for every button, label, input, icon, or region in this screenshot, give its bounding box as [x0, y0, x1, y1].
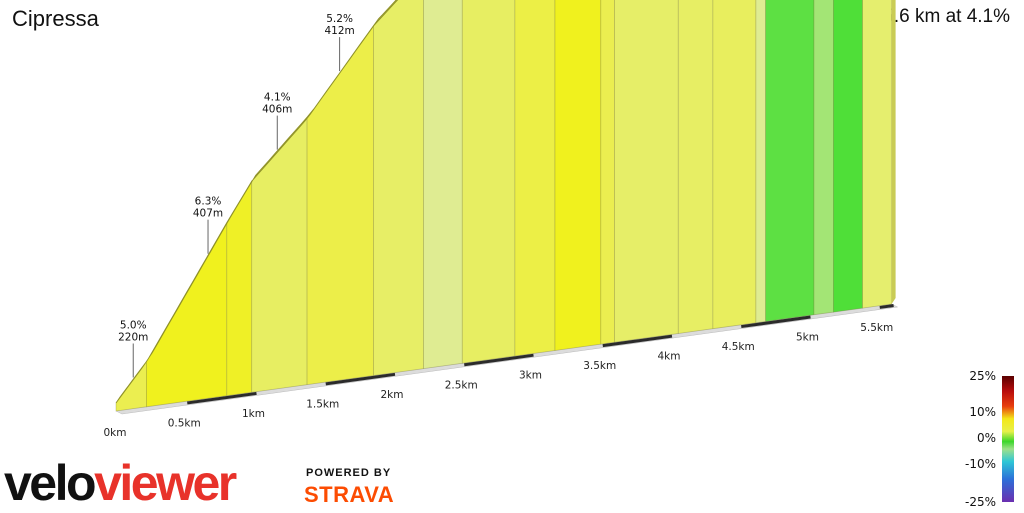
- distance-tick-label: 0.5km: [168, 417, 201, 429]
- climb-title: Cipressa: [12, 6, 99, 31]
- annotation-length: 407m: [193, 208, 223, 220]
- gradient-segment: [226, 179, 253, 397]
- strava-logo: STRAVA: [304, 482, 394, 507]
- ground-km-band: [879, 304, 894, 309]
- distance-tick-label: 4.5km: [722, 341, 755, 353]
- gradient-segment: [423, 0, 463, 370]
- annotation-length: 220m: [118, 331, 148, 343]
- distance-tick-label: 5km: [796, 332, 819, 344]
- ground-strip: [115, 303, 899, 415]
- annotation-length: 406m: [262, 104, 292, 116]
- gradient-segment: [677, 0, 714, 334]
- gradient-segment: [765, 0, 815, 322]
- gradient-segment: [373, 0, 424, 376]
- annotation-grade: 5.2%: [326, 13, 353, 25]
- powered-by-label: POWERED BY: [306, 467, 391, 479]
- gradient-segments: [115, 0, 892, 412]
- legend-tick-label: 25%: [969, 369, 996, 383]
- gradient-legend: 25% 10% 0% -10% -25%: [965, 369, 1014, 509]
- ground-km-band: [464, 353, 534, 367]
- gradient-segment: [146, 221, 228, 408]
- distance-tick-label: 0km: [104, 427, 127, 439]
- distance-tick-label: 1.5km: [306, 398, 339, 410]
- gradient-segment: [514, 0, 556, 357]
- gradient-segment: [614, 0, 679, 343]
- ridge-surface: [115, 0, 399, 404]
- distance-tick-label: 3km: [519, 370, 542, 382]
- distance-tick-label: 1km: [242, 408, 265, 420]
- gradient-segment: [755, 0, 766, 324]
- legend-tick-label: 10%: [969, 405, 996, 419]
- annotation-grade: 4.1%: [264, 92, 291, 104]
- distance-tick-label: 4km: [658, 351, 681, 363]
- distance-tick-label: 3.5km: [583, 360, 616, 372]
- ridge-end-cap: [891, 0, 896, 305]
- gradient-segment: [813, 0, 834, 316]
- ground-km-band: [325, 372, 396, 386]
- ground-km-band: [741, 315, 811, 329]
- legend-color-bar: [1002, 376, 1014, 502]
- gradient-segment: [862, 0, 892, 309]
- profile-ridge: [115, 0, 896, 404]
- segment-annotations: 5.0%220m6.3%407m4.1%406m5.2%412m3.9%295m…: [118, 13, 355, 343]
- legend-tick-label: -10%: [965, 457, 996, 471]
- veloviewer-strava-branding: veloviewer POWERED BY STRAVA: [4, 452, 424, 513]
- distance-tick-label: 5.5km: [860, 322, 893, 334]
- distance-tick-label: 2km: [381, 389, 404, 401]
- annotation-leaders: [132, 37, 341, 378]
- gradient-segment: [600, 0, 615, 345]
- distance-ticks: 0km 0.5km 1km 1.5km 2km 2.5km 3km 3.5km 4km 4.5km…: [104, 322, 894, 439]
- logo-velo-text: velo: [4, 455, 95, 508]
- legend-tick-label: 0%: [977, 431, 996, 445]
- gradient-segment: [115, 360, 147, 412]
- gradient-segment: [833, 0, 863, 313]
- logo-viewer-text: viewer: [94, 455, 237, 508]
- gradient-segment: [251, 117, 308, 393]
- veloviewer-logo: veloviewer: [4, 455, 237, 508]
- ground-km-band: [187, 391, 257, 405]
- climb-summary: 5.6 km at 4.1%: [883, 6, 1010, 27]
- annotation-grade: 5.0%: [120, 319, 147, 331]
- ground-km-band: [602, 334, 673, 348]
- gradient-segment: [461, 0, 516, 364]
- gradient-segment: [306, 24, 375, 386]
- annotation-length: 412m: [324, 25, 354, 37]
- distance-tick-label: 2.5km: [445, 379, 478, 391]
- gradient-segment: [554, 0, 602, 351]
- legend-tick-label: -25%: [965, 495, 996, 509]
- annotation-grade: 6.3%: [195, 196, 222, 208]
- gradient-segment: [712, 0, 757, 330]
